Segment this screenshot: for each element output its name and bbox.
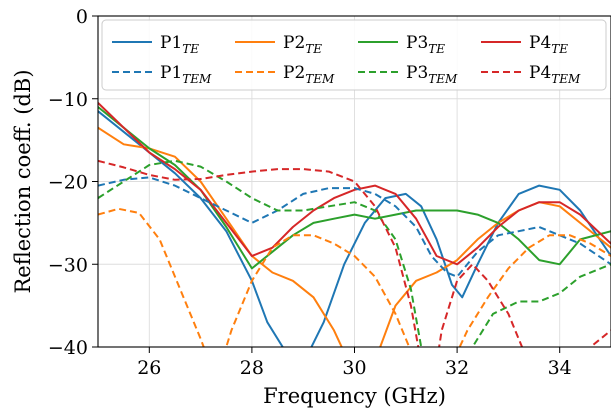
y-tick-label: −40 [48, 337, 88, 359]
series-line-p4-tem [98, 159, 611, 347]
series-line-p4-te [98, 102, 611, 266]
x-tick-label: 26 [137, 357, 161, 379]
y-tick-label: 0 [76, 6, 88, 28]
x-tick-label: 30 [342, 357, 366, 379]
legend-label-p1-te: P1TE [160, 33, 199, 56]
legend-label-p4-te: P4TE [529, 33, 568, 56]
legend-label-p2-te: P2TE [283, 33, 322, 56]
legend-label-p1-tem: P1TEM [160, 63, 212, 86]
x-tick-label: 32 [445, 357, 469, 379]
legend-box [101, 19, 607, 91]
series-line-p1-tem [98, 176, 611, 278]
axis-ticks: 26 28 30 32 34 0 −10 −20 −30 −40 [48, 6, 572, 379]
legend-label-p4-tem: P4TEM [529, 63, 581, 86]
legend-label-p3-tem: P3TEM [406, 63, 458, 86]
series-lines [98, 102, 611, 347]
series-line-p2-tem [98, 207, 611, 347]
y-axis-label: Reflection coeff. (dB) [11, 69, 35, 293]
legend-label-p3-te: P3TE [406, 33, 445, 56]
x-tick-label: 28 [240, 357, 264, 379]
y-tick-label: −30 [48, 254, 88, 276]
x-tick-label: 34 [548, 357, 572, 379]
x-axis-label: Frequency (GHz) [263, 384, 446, 408]
y-tick-label: −20 [48, 172, 88, 194]
y-tick-label: −10 [48, 89, 88, 111]
legend: P1TE P2TE P3TE P4TE P1TEM P2TEM P3TEM P4TEM [101, 19, 607, 91]
legend-label-p2-tem: P2TEM [283, 63, 335, 86]
